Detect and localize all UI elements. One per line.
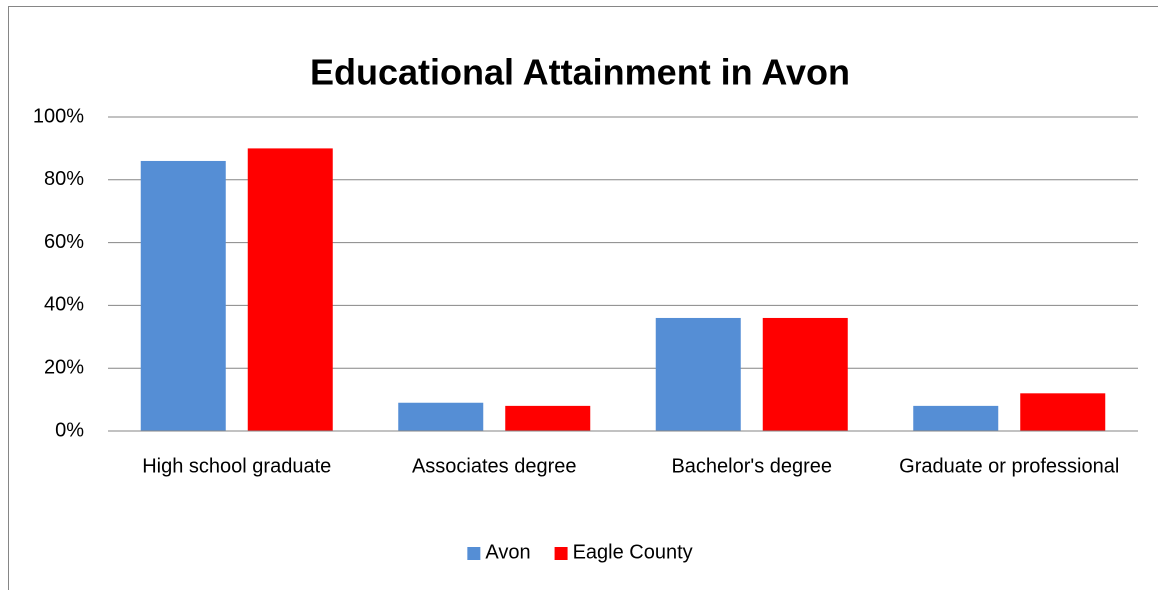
legend-swatch xyxy=(554,547,568,560)
bar xyxy=(913,405,999,431)
bar xyxy=(655,317,741,431)
legend-swatch xyxy=(467,547,481,560)
x-tick-label: Associates degree xyxy=(412,455,577,477)
x-tick-label: High school graduate xyxy=(142,455,331,477)
legend-item: Avon xyxy=(467,541,531,563)
x-tick-label: Graduate or professional xyxy=(899,455,1119,477)
bar xyxy=(505,405,591,431)
y-tick-label: 100% xyxy=(33,105,84,127)
y-tick-label: 20% xyxy=(44,356,84,378)
x-tick-label: Bachelor's degree xyxy=(671,455,832,477)
y-tick-label: 0% xyxy=(55,419,84,441)
legend-label: Avon xyxy=(485,541,530,563)
bar xyxy=(1020,393,1106,431)
bar xyxy=(398,402,484,431)
bar xyxy=(247,148,333,431)
legend-item: Eagle County xyxy=(554,541,693,563)
bar xyxy=(762,317,848,431)
y-tick-label: 60% xyxy=(44,231,84,253)
bar xyxy=(140,160,226,431)
legend-label: Eagle County xyxy=(573,541,693,563)
chart-title: Educational Attainment in Avon xyxy=(310,52,850,93)
y-tick-label: 80% xyxy=(44,168,84,190)
y-tick-label: 40% xyxy=(44,294,84,316)
